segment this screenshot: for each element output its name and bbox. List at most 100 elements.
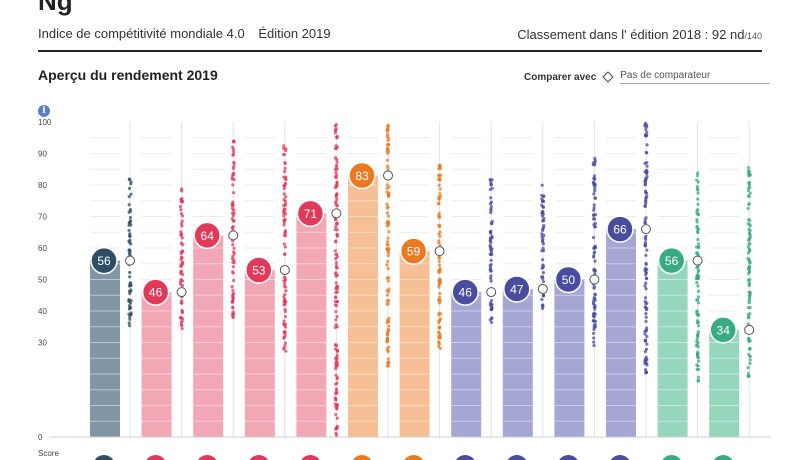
distribution-dot	[333, 156, 338, 160]
distribution-dot	[591, 217, 596, 221]
distribution-dot	[489, 221, 493, 225]
distribution-dot	[644, 273, 648, 277]
distribution-dot	[334, 263, 338, 268]
distribution-dot	[386, 243, 390, 247]
distribution-dot	[592, 314, 596, 318]
score-marker	[709, 316, 737, 344]
distribution-dot	[437, 183, 441, 187]
distribution-dot	[386, 279, 390, 283]
distribution-dot	[230, 300, 235, 304]
comparator-selector[interactable]: Comparer avec Pas de comparateur	[524, 70, 771, 84]
distribution-dot	[127, 203, 131, 207]
distribution-dot	[748, 361, 752, 366]
distribution-dot	[696, 171, 700, 175]
distribution-dot	[644, 281, 648, 285]
distribution-dot	[643, 218, 647, 222]
distribution-dot	[283, 282, 287, 286]
distribution-dot	[334, 135, 339, 139]
distribution-dot	[591, 331, 596, 335]
distribution-dot	[592, 255, 596, 259]
distribution-dot	[644, 261, 648, 266]
distribution-dot	[490, 236, 494, 240]
distribution-dot	[542, 224, 546, 228]
distribution-dot	[696, 352, 700, 356]
distribution-dot	[128, 234, 132, 238]
distribution-dot	[282, 347, 286, 351]
distribution-dot	[129, 192, 133, 196]
distribution-dot	[747, 266, 751, 270]
pillar-icon	[610, 455, 630, 460]
distribution-dot	[335, 416, 339, 420]
distribution-dot	[644, 199, 648, 204]
distribution-dot	[438, 346, 442, 351]
distribution-dot	[386, 259, 390, 264]
distribution-dot	[386, 266, 390, 271]
distribution-dot	[129, 242, 133, 246]
distribution-dot	[333, 396, 337, 400]
distribution-dot	[335, 145, 340, 149]
distribution-dot	[385, 224, 389, 228]
distribution-dot	[644, 312, 648, 316]
score-marker	[348, 161, 376, 190]
distribution-dot	[645, 276, 649, 281]
distribution-dot	[592, 208, 596, 212]
distribution-dot	[748, 278, 752, 282]
distribution-dot	[593, 225, 597, 229]
distribution-dot	[282, 336, 286, 340]
comparison-marker	[228, 230, 239, 241]
distribution-dot	[438, 281, 442, 285]
distribution-dot	[488, 238, 492, 242]
distribution-dot	[284, 289, 288, 293]
distribution-dot	[334, 272, 338, 276]
distribution-dot	[747, 232, 752, 236]
distribution-dot	[437, 321, 441, 325]
distribution-dot	[181, 243, 185, 247]
distribution-dot	[697, 359, 701, 363]
distribution-dot	[231, 305, 235, 309]
distribution-dot	[489, 196, 493, 200]
distribution-dot	[592, 296, 596, 300]
distribution-dot	[541, 209, 545, 214]
distribution-dot	[282, 330, 286, 334]
distribution-dot	[283, 230, 287, 234]
distribution-dot	[748, 228, 752, 233]
distribution-dot	[592, 184, 596, 188]
comparison-marker	[589, 274, 600, 285]
distribution-dot	[644, 150, 648, 155]
distribution-dot	[283, 334, 287, 338]
distribution-dot	[282, 302, 286, 306]
distribution-dot	[335, 325, 339, 329]
distribution-dot	[231, 260, 235, 264]
distribution-dot	[488, 303, 493, 307]
bar	[90, 260, 120, 437]
distribution-dot	[643, 236, 647, 240]
score-marker	[606, 215, 634, 243]
distribution-dot	[747, 259, 752, 263]
distribution-dot	[386, 214, 391, 218]
distribution-dot	[696, 356, 701, 360]
bar	[244, 270, 275, 437]
distribution-dot	[231, 271, 235, 275]
info-icon[interactable]: i	[38, 105, 50, 117]
distribution-dot	[283, 341, 288, 345]
bar	[399, 251, 430, 437]
distribution-dot	[282, 211, 286, 215]
distribution-dot	[335, 314, 339, 319]
distribution-dot	[489, 240, 493, 245]
distribution-dot	[128, 324, 132, 328]
distribution-dot	[438, 295, 442, 299]
distribution-dot	[592, 340, 596, 344]
score-label: 34	[717, 323, 731, 337]
distribution-dot	[385, 158, 390, 162]
comparator-dropdown[interactable]: Pas de comparateur	[620, 70, 771, 84]
chart-title: Aperçu du rendement 2019	[38, 67, 218, 83]
distribution-dot	[541, 258, 545, 262]
distribution-dot	[593, 156, 597, 161]
distribution-dot	[283, 245, 287, 249]
distribution-dot	[643, 180, 648, 184]
distribution-dot	[645, 326, 649, 330]
distribution-dot	[644, 328, 648, 333]
distribution-dot	[231, 166, 236, 171]
distribution-dot	[591, 302, 595, 306]
